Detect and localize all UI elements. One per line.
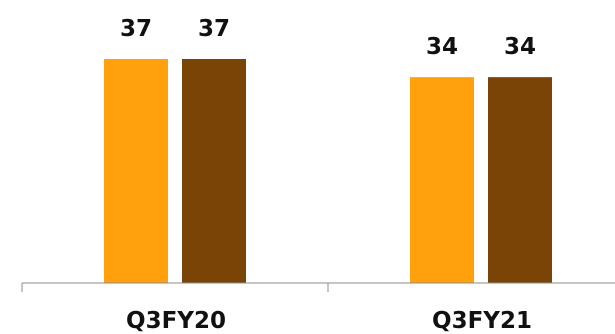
data-label-q3fy20-series-2: 37	[198, 16, 230, 42]
data-label-q3fy21-series-2: 34	[504, 34, 536, 60]
bars-group	[104, 59, 552, 283]
bar-q3fy21-series-1	[410, 77, 474, 283]
data-label-q3fy20-series-1: 37	[120, 16, 152, 42]
value-labels-group: 37 37 34 34	[120, 16, 536, 60]
bar-q3fy20-series-1	[104, 59, 168, 283]
x-axis-tick-labels-group: Q3FY20 Q3FY21	[126, 308, 532, 334]
x-axis-ticks-group	[21, 283, 329, 292]
data-label-q3fy21-series-1: 34	[426, 34, 458, 60]
bar-q3fy20-series-2	[182, 59, 246, 283]
x-tick-label-q3fy20: Q3FY20	[126, 308, 226, 334]
x-tick-label-q3fy21: Q3FY21	[432, 308, 532, 334]
bar-q3fy21-series-2	[488, 77, 552, 283]
